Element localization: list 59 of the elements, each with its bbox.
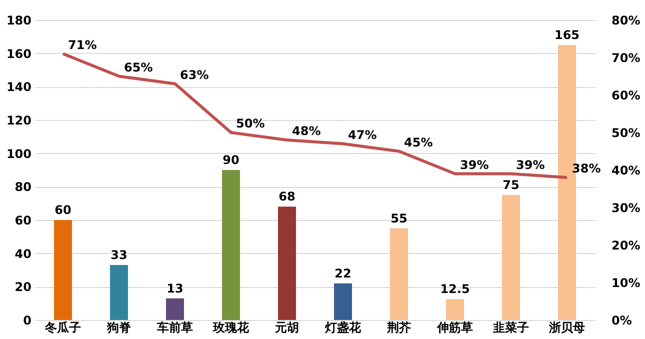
data-label: 165 (554, 28, 580, 42)
bar (222, 170, 240, 320)
y-tick-label: 180 (6, 14, 32, 28)
data-label: 68 (278, 190, 296, 204)
x-tick-label: 冬瓜子 (44, 320, 81, 334)
data-label: 38% (572, 162, 601, 176)
y-tick-label: 20 (14, 280, 32, 294)
y-tick-label: 100 (6, 146, 32, 161)
bar (110, 265, 128, 320)
data-label: 60 (54, 203, 72, 217)
data-label: 48% (292, 124, 321, 138)
bar (446, 299, 464, 320)
bar (502, 195, 520, 320)
data-label: 45% (404, 135, 433, 150)
y2-tick-label: 60% (612, 88, 640, 102)
y-tick-label: 140 (6, 80, 32, 94)
data-label: 63% (180, 68, 209, 82)
y-tick-label: 160 (6, 46, 32, 61)
x-tick-label: 灯盏花 (324, 320, 362, 334)
y2-tick-label: 10% (612, 276, 640, 290)
x-tick-label: 元胡 (274, 320, 299, 334)
bar (54, 220, 72, 320)
bar (166, 298, 184, 320)
x-tick-label: 狗脊 (106, 320, 131, 334)
x-tick-label: 伸筋草 (436, 320, 473, 334)
bar (390, 228, 408, 320)
y2-tick-label: 30% (612, 201, 640, 215)
y2-tick-label: 0% (612, 314, 632, 328)
line-series (62, 52, 568, 179)
data-label: 47% (348, 128, 377, 142)
data-label: 75 (502, 178, 520, 192)
y2-tick-label: 40% (612, 164, 640, 178)
data-label: 39% (516, 158, 545, 172)
y2-tick-label: 20% (612, 238, 640, 252)
data-label: 22 (334, 266, 352, 280)
x-tick-label: 荆芥 (386, 320, 411, 334)
y-tick-label: 60 (14, 214, 32, 228)
bar (278, 206, 296, 320)
y2-tick-label: 50% (612, 126, 640, 140)
data-label: 12.5 (440, 282, 470, 296)
data-label: 71% (68, 38, 97, 52)
bar (334, 283, 352, 320)
y2-tick-label: 70% (612, 51, 640, 65)
data-label: 55 (390, 211, 408, 226)
data-label: 65% (124, 60, 153, 74)
x-tick-label: 浙贝母 (548, 320, 585, 334)
y-tick-label: 0 (23, 314, 32, 328)
y-tick-label: 80 (14, 180, 32, 194)
x-tick-label: 玫瑰花 (212, 320, 250, 334)
data-label: 39% (460, 158, 489, 172)
y-tick-label: 120 (6, 114, 32, 128)
x-tick-label: 韭菜子 (492, 320, 529, 334)
data-label: 50% (236, 116, 265, 130)
data-label: 13 (166, 281, 184, 296)
data-label: 90 (222, 153, 240, 167)
y2-tick-label: 80% (612, 14, 640, 28)
y-tick-label: 40 (14, 246, 32, 261)
data-label: 33 (110, 248, 128, 262)
x-tick-label: 车前草 (156, 320, 193, 334)
